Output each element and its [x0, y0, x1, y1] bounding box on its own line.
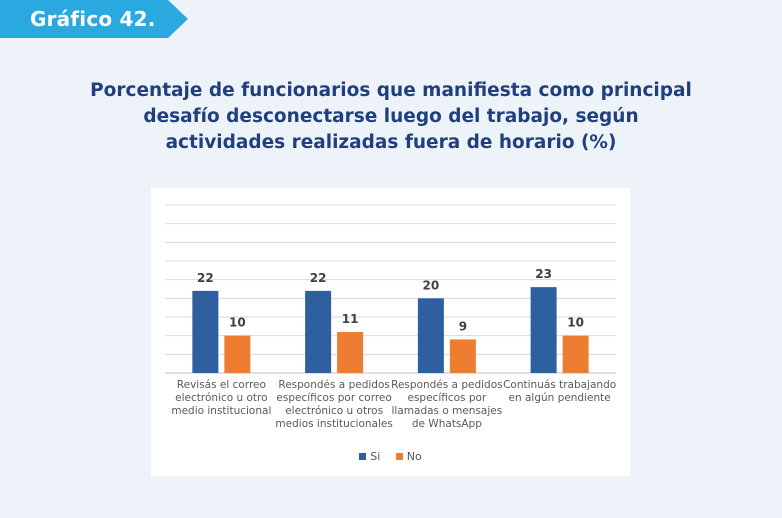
category-label-2: específicos por: [407, 392, 486, 404]
data-label-si-0: 22: [197, 271, 214, 285]
category-label-3: Continuás trabajando: [503, 379, 616, 391]
data-label-no-1: 11: [342, 312, 359, 326]
bar-no-2: [449, 339, 476, 373]
category-label-1: electrónico u otros: [285, 405, 383, 417]
bar-no-0: [224, 335, 251, 373]
chart-card: 22 10 Revisás el correo electrónico u otro m…: [151, 188, 630, 476]
legend-item-si: Si: [359, 450, 380, 463]
bar-no-3: [562, 335, 589, 373]
category-label-1: medios institucionales: [275, 418, 392, 430]
bar-si-3: [530, 287, 557, 373]
data-label-no-0: 10: [229, 316, 246, 330]
category-label-1: Respondés a pedidos: [278, 379, 389, 391]
data-label-no-2: 9: [459, 319, 467, 333]
category-label-2: llamadas o mensajes: [392, 405, 503, 417]
chart-number-label: Gráfico 42.: [30, 7, 156, 31]
data-label-si-1: 22: [310, 271, 327, 285]
legend-swatch-si: [359, 453, 367, 460]
chart-number-badge: [0, 0, 188, 38]
chart-title: Porcentaje de funcionarios que manifiest…: [90, 80, 692, 153]
bar-no-1: [337, 331, 364, 373]
legend-item-no: No: [395, 450, 422, 463]
category-label-3: en algún pendiente: [509, 392, 611, 404]
category-label-2: Respondés a pedidos: [391, 379, 502, 391]
legend: Si No: [151, 450, 630, 463]
legend-swatch-no: [395, 453, 403, 460]
data-label-si-2: 20: [423, 278, 440, 292]
data-label-no-3: 10: [567, 316, 584, 330]
legend-label-si: Si: [370, 450, 381, 463]
bar-si-1: [305, 290, 332, 373]
bar-si-0: [192, 290, 219, 373]
category-label-2: de WhatsApp: [412, 418, 482, 430]
category-label-1: específicos por correo: [276, 392, 391, 404]
data-label-si-3: 23: [535, 267, 552, 281]
bar-si-2: [417, 298, 444, 373]
category-label-0: Revisás el correo: [177, 379, 266, 391]
category-label-0: electrónico u otro: [175, 392, 267, 404]
legend-label-no: No: [406, 450, 422, 463]
category-label-0: medio institucional: [171, 405, 271, 417]
